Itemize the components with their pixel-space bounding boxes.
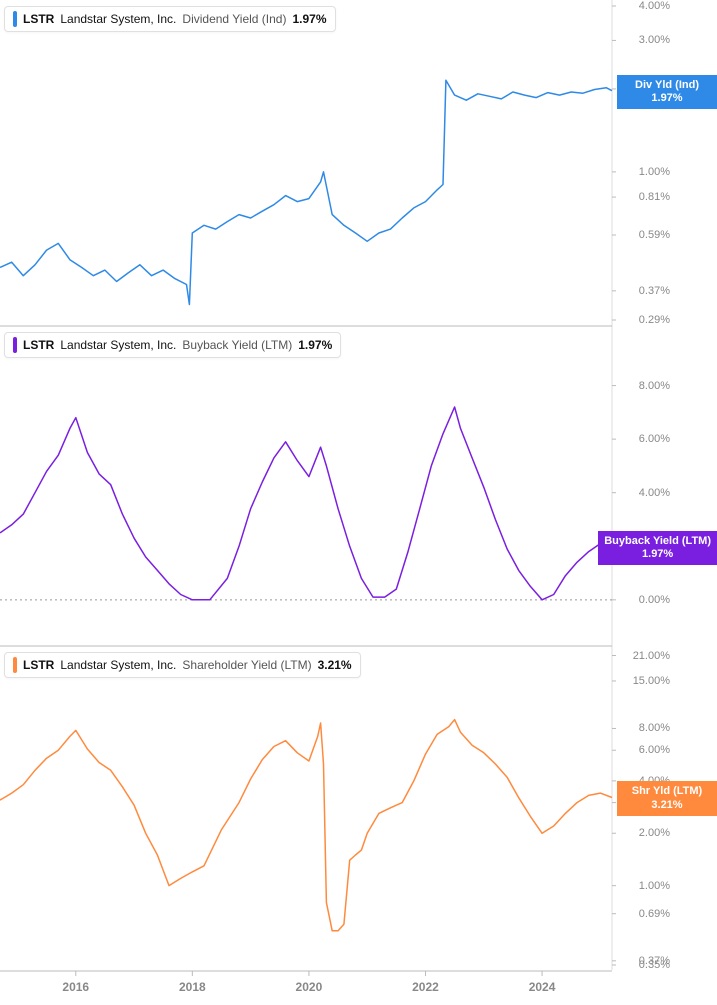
y-tick-label: 1.00% <box>639 166 670 178</box>
shareholder-legend[interactable]: LSTR Landstar System, Inc. Shareholder Yie… <box>4 652 361 678</box>
legend-company: Landstar System, Inc. <box>60 658 176 672</box>
x-tick-label: 2020 <box>296 980 323 994</box>
value-tag-name: Div Yld (Ind) <box>623 79 711 92</box>
y-tick-label: 15.00% <box>633 675 670 687</box>
y-tick-label: 6.00% <box>639 744 670 756</box>
value-tag-name: Shr Yld (LTM) <box>623 785 711 798</box>
y-tick-label: 1.00% <box>639 880 670 892</box>
legend-ticker: LSTR <box>23 12 54 26</box>
y-tick-label: 0.35% <box>639 959 670 971</box>
legend-swatch <box>13 11 17 27</box>
x-tick-label: 2016 <box>62 980 89 994</box>
y-tick-label: 2.00% <box>639 827 670 839</box>
y-tick-label: 6.00% <box>639 433 670 445</box>
dividend-value-tag: Div Yld (Ind)1.97% <box>617 75 717 109</box>
legend-ticker: LSTR <box>23 338 54 352</box>
y-tick-label: 0.29% <box>639 314 670 326</box>
legend-ticker: LSTR <box>23 658 54 672</box>
value-tag-value: 3.21% <box>623 799 711 812</box>
y-tick-label: 0.00% <box>639 594 670 606</box>
legend-metric: Dividend Yield (Ind) <box>182 12 286 26</box>
value-tag-name: Buyback Yield (LTM) <box>604 535 711 548</box>
y-tick-label: 8.00% <box>639 380 670 392</box>
legend-value: 3.21% <box>318 658 352 672</box>
y-tick-label: 0.81% <box>639 191 670 203</box>
y-tick-label: 4.00% <box>639 0 670 12</box>
legend-metric: Shareholder Yield (LTM) <box>182 658 311 672</box>
legend-swatch <box>13 657 17 673</box>
legend-value: 1.97% <box>298 338 332 352</box>
legend-company: Landstar System, Inc. <box>60 338 176 352</box>
y-tick-label: 21.00% <box>633 650 670 662</box>
legend-company: Landstar System, Inc. <box>60 12 176 26</box>
y-tick-label: 3.00% <box>639 34 670 46</box>
y-tick-label: 0.37% <box>639 285 670 297</box>
buyback-value-tag: Buyback Yield (LTM)1.97% <box>598 531 717 565</box>
x-tick-label: 2018 <box>179 980 206 994</box>
x-tick-label: 2024 <box>529 980 556 994</box>
y-tick-label: 0.59% <box>639 229 670 241</box>
value-tag-value: 1.97% <box>623 92 711 105</box>
y-tick-label: 4.00% <box>639 487 670 499</box>
legend-value: 1.97% <box>292 12 326 26</box>
value-tag-value: 1.97% <box>604 548 711 561</box>
y-tick-label: 8.00% <box>639 722 670 734</box>
legend-metric: Buyback Yield (LTM) <box>182 338 292 352</box>
legend-swatch <box>13 337 17 353</box>
x-tick-label: 2022 <box>412 980 439 994</box>
buyback-legend[interactable]: LSTR Landstar System, Inc. Buyback Yield (… <box>4 332 341 358</box>
dividend-legend[interactable]: LSTR Landstar System, Inc. Dividend Yield … <box>4 6 336 32</box>
shareholder-value-tag: Shr Yld (LTM)3.21% <box>617 781 717 815</box>
y-tick-label: 0.69% <box>639 908 670 920</box>
